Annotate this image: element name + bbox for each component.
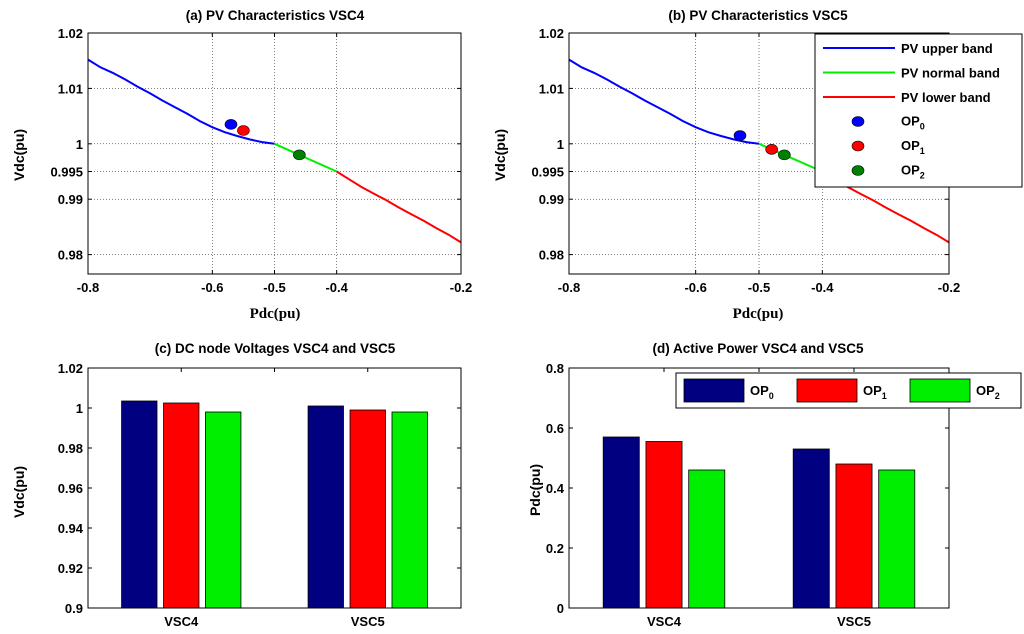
legend-entry-label: PV lower band (901, 90, 991, 105)
p1-legend: PV upper band PV normal band PV lower band… (814, 33, 1023, 188)
p3-legend: OP0 OP1 OP2 (675, 372, 1022, 409)
p0-series-normal-line (274, 142, 338, 173)
p3-ytick-label: 0.8 (546, 361, 564, 376)
p0-ytick-label: 0.98 (58, 248, 83, 263)
p3-category-label: VSC4 (647, 614, 682, 629)
panel-b-title: (b) PV Characteristics VSC5 (668, 8, 848, 23)
p3-ytick-label: 0.2 (546, 541, 564, 556)
p3-bar-vsc5-op1 (835, 463, 873, 609)
legend-entry-label: OP2 (976, 383, 1000, 401)
legend-marker-swatch (851, 165, 865, 176)
p2-bar-vsc4-op2 (205, 411, 242, 609)
legend-swatch (796, 378, 858, 403)
p0-xtick-label: -0.4 (325, 280, 348, 295)
legend-entry-label: OP1 (863, 383, 887, 401)
legend-entry-label: OP0 (901, 114, 925, 132)
p3-ytick-label: 0 (557, 601, 564, 616)
p0-series-upper-line (87, 58, 275, 145)
p2-ytick-label: 1 (76, 401, 83, 416)
p2-category-label: VSC5 (351, 614, 385, 629)
p2-category-label: VSC4 (164, 614, 199, 629)
p2-ytick-label: 0.94 (58, 521, 84, 536)
panel-d-ylabel: Pdc(pu) (527, 464, 543, 516)
p1-xtick-label: -0.8 (558, 280, 580, 295)
legend-box (814, 33, 1023, 188)
p1-ytick-label: 0.98 (539, 248, 564, 263)
p3-bar-vsc4-op2 (688, 469, 726, 609)
legend-entry-label: OP0 (750, 383, 774, 401)
p0-point-op2 (293, 149, 306, 161)
p3-bar-vsc4-op1 (645, 441, 683, 609)
p2-bar-vsc4-op1 (163, 402, 200, 609)
p0-xtick-label: -0.5 (263, 280, 285, 295)
p1-xtick-label: -0.6 (684, 280, 706, 295)
p0-point-op1 (237, 125, 250, 136)
p1-point-op2 (778, 149, 791, 161)
p2-bar-vsc5-op1 (349, 409, 386, 609)
legend-marker-swatch (851, 140, 865, 152)
p3-bar-vsc4-op0 (602, 436, 640, 609)
p0-ytick-label: 1 (76, 137, 83, 152)
p1-xtick-label: -0.4 (811, 280, 834, 295)
legend-swatch (683, 378, 745, 403)
p1-ytick-label: 1 (557, 137, 564, 152)
p1-ytick-label: 0.995 (531, 165, 564, 180)
legend-swatch (909, 378, 971, 403)
panel-c-ylabel: Vdc(pu) (11, 466, 27, 518)
legend-marker-swatch (851, 116, 865, 127)
panel-a-pv-characteristics-vsc4: (a) PV Characteristics VSC4 Pdc(pu) Vdc(… (11, 8, 472, 322)
panel-a-title: (a) PV Characteristics VSC4 (186, 8, 365, 23)
p1-xtick-label: -0.5 (748, 280, 770, 295)
panel-d-title: (d) Active Power VSC4 and VSC5 (652, 341, 864, 356)
panel-c-dc-node-voltages: (c) DC node Voltages VSC4 and VSC5 Vdc(p… (11, 341, 462, 629)
p0-xtick-label: -0.2 (450, 280, 472, 295)
p0-ytick-label: 0.99 (58, 192, 83, 207)
p3-ytick-label: 0.4 (546, 481, 565, 496)
p2-ytick-label: 0.96 (58, 481, 83, 496)
legend-entry-label: PV normal band (901, 66, 1000, 81)
p0-xtick-label: -0.8 (77, 280, 99, 295)
p3-bar-vsc5-op0 (792, 448, 830, 609)
p2-bar-vsc5-op0 (307, 405, 344, 609)
p1-point-op1 (765, 144, 778, 155)
p3-ytick-label: 0.6 (546, 421, 564, 436)
p0-ytick-label: 1.02 (58, 26, 83, 41)
legend-entry-label: PV upper band (901, 41, 993, 56)
panel-b-pv-characteristics-vsc5: (b) PV Characteristics VSC5 Pdc(pu) Vdc(… (492, 8, 1023, 322)
p1-xtick-label: -0.2 (938, 280, 960, 295)
p2-ytick-label: 0.98 (58, 441, 83, 456)
panel-a-xlabel: Pdc(pu) (250, 306, 301, 322)
p0-point-op0 (224, 119, 238, 130)
p1-ytick-label: 1.01 (539, 81, 564, 96)
p1-ytick-label: 1.02 (539, 26, 564, 41)
p0-gridlines (87, 32, 462, 274)
legend-entry-label: OP1 (901, 138, 925, 156)
p0-ytick-label: 0.995 (50, 165, 83, 180)
p1-point-op0 (733, 130, 747, 141)
panel-d-active-power: (d) Active Power VSC4 and VSC5 Pdc(pu) V… (527, 341, 1022, 629)
p0-series-lower-line (336, 170, 462, 244)
panel-a-ylabel: Vdc(pu) (11, 129, 27, 181)
p2-ytick-label: 0.9 (65, 601, 83, 616)
panel-c-title: (c) DC node Voltages VSC4 and VSC5 (155, 341, 396, 356)
p2-ytick-label: 0.92 (58, 561, 83, 576)
p1-series-upper-line (568, 58, 760, 145)
p2-bar-vsc5-op2 (391, 411, 428, 609)
p3-category-label: VSC5 (837, 614, 871, 629)
p1-ytick-label: 0.99 (539, 192, 564, 207)
p0-ytick-label: 1.01 (58, 81, 83, 96)
panel-b-xlabel: Pdc(pu) (733, 306, 784, 322)
legend-entry-label: OP2 (901, 163, 925, 181)
p3-bar-vsc5-op2 (878, 469, 916, 609)
panel-b-ylabel: Vdc(pu) (492, 129, 508, 181)
p2-ytick-label: 1.02 (58, 361, 83, 376)
p2-bar-vsc4-op0 (121, 400, 158, 609)
p0-xtick-label: -0.6 (201, 280, 223, 295)
